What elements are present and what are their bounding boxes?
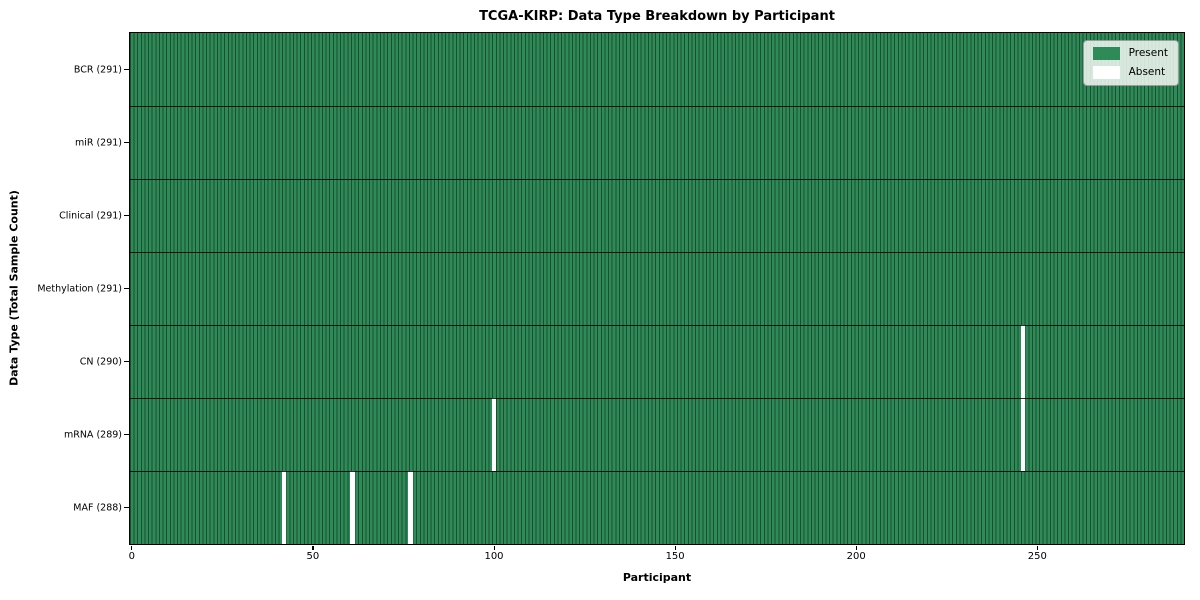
- x-tick-label-0: 0: [128, 551, 135, 562]
- x-tick-label-250: 250: [1027, 551, 1047, 562]
- row-divider: [130, 251, 1184, 253]
- x-tick-mark: [1036, 545, 1038, 550]
- y-tick-mark: [124, 507, 129, 509]
- y-tick-label-MAF: MAF (288): [73, 502, 122, 513]
- absent-cell-MAF-42: [281, 471, 287, 544]
- y-tick-label-BCR: BCR (291): [73, 64, 122, 75]
- x-tick-label-200: 200: [846, 551, 866, 562]
- legend-label-absent: Absent: [1128, 66, 1166, 78]
- y-tick-mark: [124, 142, 129, 144]
- absent-cell-mRNA-100: [491, 398, 497, 471]
- legend-item-absent: Absent: [1092, 66, 1168, 79]
- row-divider: [130, 397, 1184, 399]
- absent-cell-CN-246: [1020, 325, 1026, 398]
- y-tick-label-miR: miR (291): [74, 137, 122, 148]
- present-swatch: [1092, 47, 1120, 60]
- row-divider: [130, 178, 1184, 180]
- y-tick-label-Clinical: Clinical (291): [59, 210, 122, 221]
- y-tick-mark: [124, 215, 129, 217]
- y-tick-mark: [124, 288, 129, 290]
- absent-swatch: [1092, 66, 1120, 79]
- x-tick-label-50: 50: [306, 551, 320, 562]
- absent-cell-MAF-61: [350, 471, 356, 544]
- y-tick-mark: [124, 69, 129, 71]
- y-axis-label: Data Type (Total Sample Count): [7, 190, 21, 386]
- legend-item-present: Present: [1092, 47, 1168, 60]
- x-tick-mark: [312, 545, 314, 550]
- x-axis-label: Participant: [622, 571, 692, 584]
- x-tick-mark: [855, 545, 857, 550]
- x-tick-mark: [674, 545, 676, 550]
- plot-area: Present Absent: [129, 32, 1185, 545]
- y-tick-label-CN: CN (290): [79, 356, 122, 367]
- y-tick-mark: [124, 434, 129, 436]
- y-tick-mark: [124, 361, 129, 363]
- x-tick-label-100: 100: [484, 551, 504, 562]
- y-tick-label-Methylation: Methylation (291): [37, 283, 122, 294]
- x-tick-label-150: 150: [665, 551, 685, 562]
- legend-label-present: Present: [1128, 47, 1168, 59]
- x-tick-mark: [131, 545, 133, 550]
- row-divider: [130, 324, 1184, 326]
- absent-cell-MAF-77: [408, 471, 413, 544]
- absent-cell-mRNA-246: [1020, 398, 1026, 471]
- y-tick-label-mRNA: mRNA (289): [63, 429, 122, 440]
- row-divider: [130, 470, 1184, 472]
- row-divider: [130, 105, 1184, 107]
- legend: Present Absent: [1082, 40, 1179, 86]
- chart-title: TCGA-KIRP: Data Type Breakdown by Partic…: [479, 9, 835, 24]
- x-tick-mark: [493, 545, 495, 550]
